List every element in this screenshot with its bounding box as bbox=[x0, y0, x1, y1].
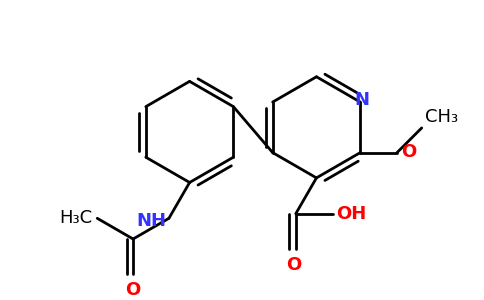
Text: CH₃: CH₃ bbox=[425, 108, 458, 126]
Text: NH: NH bbox=[136, 212, 166, 230]
Text: O: O bbox=[287, 256, 302, 274]
Text: O: O bbox=[401, 143, 416, 161]
Text: N: N bbox=[355, 91, 370, 109]
Text: O: O bbox=[125, 281, 141, 299]
Text: H₃C: H₃C bbox=[60, 209, 92, 227]
Text: OH: OH bbox=[336, 205, 366, 223]
